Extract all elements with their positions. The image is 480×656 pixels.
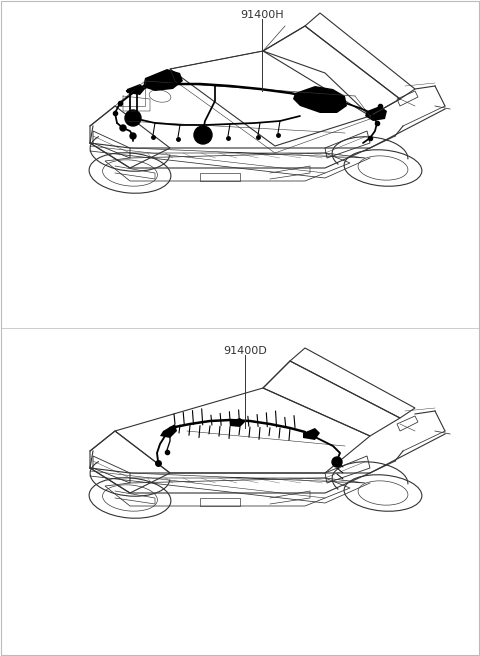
Circle shape [120,125,126,131]
Circle shape [130,133,136,139]
Polygon shape [127,84,145,95]
Circle shape [332,457,342,467]
Circle shape [194,126,212,144]
Polygon shape [143,69,183,91]
Polygon shape [160,424,177,438]
Polygon shape [303,428,320,440]
Text: 91400D: 91400D [223,346,267,356]
Circle shape [125,110,141,126]
Polygon shape [293,86,347,113]
Polygon shape [230,418,245,427]
Text: 91400H: 91400H [240,10,284,20]
Polygon shape [365,106,387,121]
